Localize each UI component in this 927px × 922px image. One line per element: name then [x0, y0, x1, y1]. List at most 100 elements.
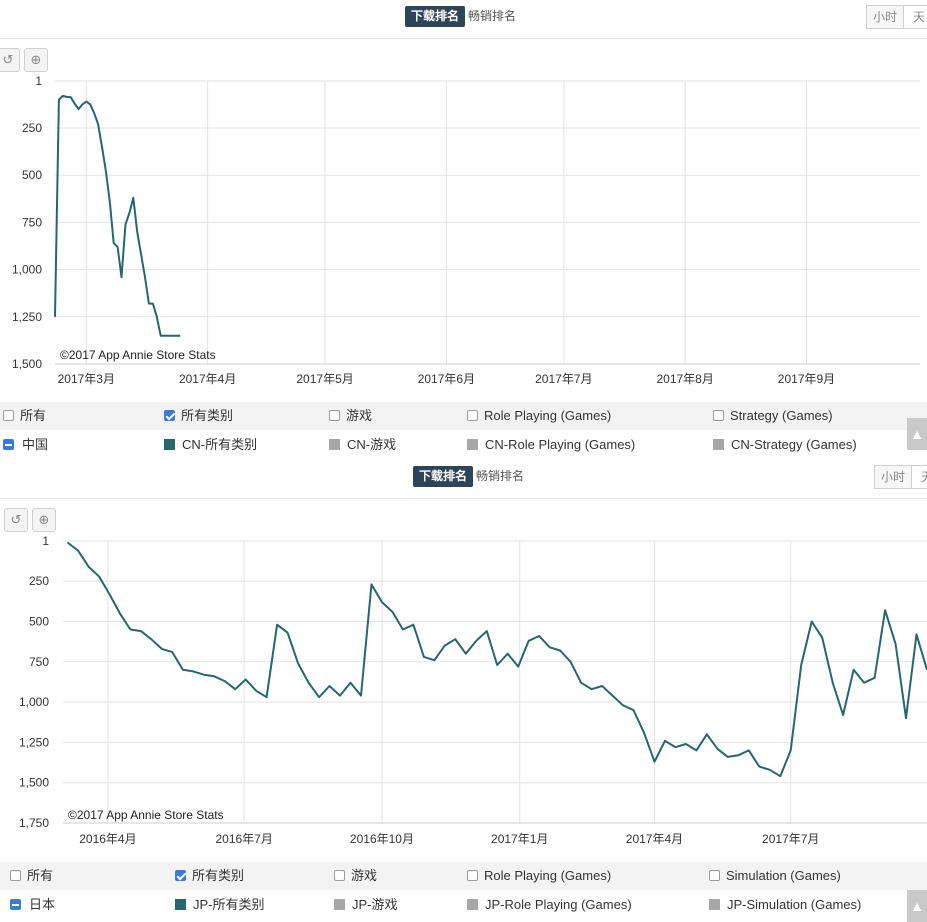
checkbox-checked-icon[interactable]: [175, 870, 186, 881]
x-tick-label: 2017年7月: [762, 832, 819, 846]
x-tick-label: 2017年3月: [58, 372, 115, 386]
y-tick-label: 1,500: [19, 776, 49, 790]
filter-label: Role Playing (Games): [484, 408, 612, 423]
x-tick-label: 2017年6月: [418, 372, 475, 386]
filter-all-categories[interactable]: 所有类别: [164, 402, 233, 430]
collapse-icon[interactable]: [3, 439, 14, 450]
legend-series-cn-rpg[interactable]: CN-Role Playing (Games): [467, 431, 635, 459]
series-label: CN-Role Playing (Games): [485, 437, 636, 452]
region-label: 中国: [22, 437, 49, 452]
y-tick-label: 250: [22, 121, 42, 135]
series-label: JP-Role Playing (Games): [485, 897, 632, 912]
y-tick-label: 500: [22, 168, 42, 182]
filter-label: 所有: [27, 868, 54, 883]
series-swatch: [709, 899, 720, 910]
filter-label: Simulation (Games): [726, 868, 841, 883]
x-tick-label: 2017年8月: [656, 372, 713, 386]
series-swatch: [713, 439, 724, 450]
undo-icon[interactable]: ↺: [0, 48, 20, 72]
cn-rank-chart: 1 250 500 750 1,000 1,250 1,500 2017年3月 2017年4月 2…: [12, 74, 920, 386]
series-line[interactable]: [66, 541, 927, 778]
filter-role-playing[interactable]: Role Playing (Games): [467, 862, 611, 890]
tab-download-rank[interactable]: 下载排名: [405, 6, 466, 27]
y-tick-label: 1,000: [19, 695, 49, 709]
series-line[interactable]: [54, 94, 181, 337]
filter-label: Role Playing (Games): [484, 868, 612, 883]
y-tick-label: 1,250: [12, 310, 42, 324]
granularity-hour-button[interactable]: 小时: [866, 5, 904, 29]
legend-series-jp-all[interactable]: JP-所有类别: [175, 891, 265, 919]
filter-games[interactable]: 游戏: [329, 402, 372, 430]
checkbox-icon[interactable]: [329, 410, 340, 421]
category-filter-row: 所有 所有类别 游戏 Role Playing (Games) Strategy…: [0, 402, 927, 430]
x-tick-label: 2017年4月: [179, 372, 236, 386]
jp-rank-chart: 1 250 500 750 1,000 1,250 1,500 1,750 2016年4月 201…: [19, 534, 927, 846]
checkbox-icon[interactable]: [10, 870, 21, 881]
jp-rank-panel: 下载排名 畅销排名 小时 天 ↺ ⊕ 1 250 500 750 1,000 1,250 1…: [0, 460, 927, 922]
tab-grossing-rank[interactable]: 畅销排名: [468, 9, 517, 23]
legend-series-jp-rpg[interactable]: JP-Role Playing (Games): [467, 891, 632, 919]
granularity-day-button[interactable]: 天: [903, 5, 927, 29]
y-tick-label: 500: [29, 614, 49, 628]
cn-legend: 所有 所有类别 游戏 Role Playing (Games) Strategy…: [0, 402, 927, 460]
region-toggle-jp[interactable]: 日本: [10, 891, 55, 919]
chevron-up-icon[interactable]: ▲: [907, 418, 927, 450]
chart-credit: ©2017 App Annie Store Stats: [60, 348, 216, 362]
chevron-up-icon[interactable]: ▲: [907, 890, 927, 922]
checkbox-icon[interactable]: [467, 410, 478, 421]
collapse-icon[interactable]: [10, 899, 21, 910]
region-label: 日本: [29, 897, 56, 912]
checkbox-checked-icon[interactable]: [164, 410, 175, 421]
filter-all[interactable]: 所有: [3, 402, 46, 430]
chart-credit: ©2017 App Annie Store Stats: [68, 808, 224, 822]
series-swatch: [329, 439, 340, 450]
series-row: 中国 CN-所有类别 CN-游戏 CN-Role Playing (Games)…: [0, 431, 927, 459]
legend-series-cn-games[interactable]: CN-游戏: [329, 431, 396, 459]
x-tick-label: 2016年4月: [79, 832, 136, 846]
tab-download-rank[interactable]: 下载排名: [413, 466, 474, 487]
zoom-in-icon[interactable]: ⊕: [32, 508, 56, 532]
series-label: CN-游戏: [347, 437, 397, 452]
granularity-hour-button[interactable]: 小时: [874, 465, 912, 489]
filter-games[interactable]: 游戏: [334, 862, 377, 890]
legend-series-cn-all[interactable]: CN-所有类别: [164, 431, 257, 459]
series-label: JP-所有类别: [193, 897, 265, 912]
y-tick-label: 1: [42, 534, 49, 548]
undo-icon[interactable]: ↺: [4, 508, 28, 532]
x-tick-label: 2016年10月: [350, 832, 414, 846]
checkbox-icon[interactable]: [334, 870, 345, 881]
x-tick-label: 2017年4月: [626, 832, 683, 846]
filter-simulation[interactable]: Simulation (Games): [709, 862, 841, 890]
series-swatch: [164, 439, 175, 450]
filter-label: 游戏: [346, 408, 373, 423]
series-label: CN-Strategy (Games): [731, 437, 857, 452]
zoom-in-icon[interactable]: ⊕: [24, 48, 48, 72]
rank-type-tabs: 下载排名 畅销排名 小时 天: [0, 465, 927, 489]
checkbox-icon[interactable]: [713, 410, 724, 421]
series-row: 日本 JP-所有类别 JP-游戏 JP-Role Playing (Games)…: [0, 891, 927, 919]
tab-grossing-rank[interactable]: 畅销排名: [476, 469, 525, 483]
y-tick-label: 1,750: [19, 816, 49, 830]
filter-label: 所有类别: [192, 868, 245, 883]
region-toggle-cn[interactable]: 中国: [3, 431, 48, 459]
cn-rank-panel: 下载排名 畅销排名 小时 天 ↺ ⊕ 1 250 500 750 1,000 1,250 1…: [0, 0, 927, 460]
filter-strategy[interactable]: Strategy (Games): [713, 402, 833, 430]
legend-series-cn-strategy[interactable]: CN-Strategy (Games): [713, 431, 857, 459]
filter-all[interactable]: 所有: [10, 862, 53, 890]
series-swatch: [334, 899, 345, 910]
checkbox-icon[interactable]: [3, 410, 14, 421]
series-label: JP-Simulation (Games): [727, 897, 862, 912]
checkbox-icon[interactable]: [709, 870, 720, 881]
legend-series-jp-simulation[interactable]: JP-Simulation (Games): [709, 891, 861, 919]
checkbox-icon[interactable]: [467, 870, 478, 881]
series-label: CN-所有类别: [182, 437, 258, 452]
y-tick-label: 750: [22, 215, 42, 229]
filter-all-categories[interactable]: 所有类别: [175, 862, 244, 890]
filter-role-playing[interactable]: Role Playing (Games): [467, 402, 611, 430]
x-tick-label: 2017年9月: [778, 372, 835, 386]
x-tick-label: 2017年1月: [491, 832, 548, 846]
divider: [0, 38, 927, 39]
legend-series-jp-games[interactable]: JP-游戏: [334, 891, 398, 919]
granularity-day-button[interactable]: 天: [911, 465, 927, 489]
series-label: JP-游戏: [352, 897, 398, 912]
